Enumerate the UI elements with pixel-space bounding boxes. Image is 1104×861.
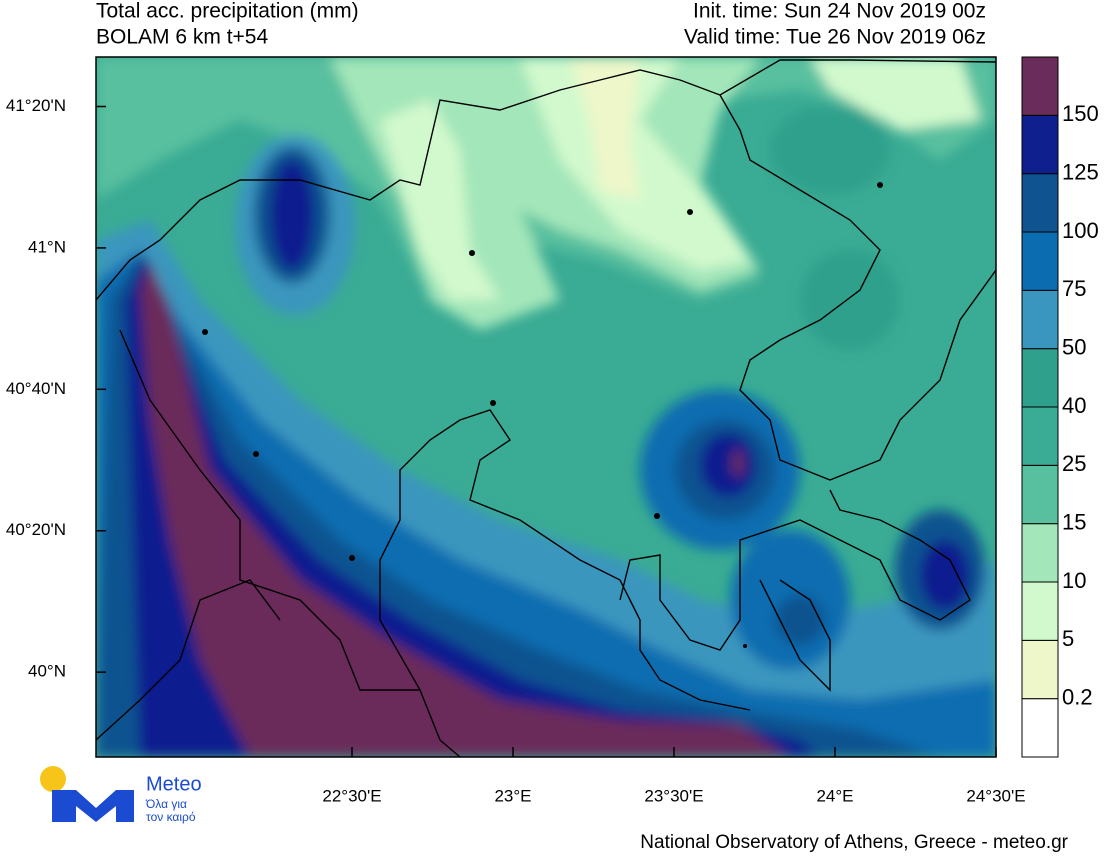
colorbar-box (1021, 173, 1059, 233)
colorbar-box (1021, 114, 1059, 175)
colorbar-label: 50 (1062, 334, 1086, 359)
colorbar-box (1021, 464, 1059, 525)
model-run: BOLAM 6 km t+54 (96, 26, 268, 49)
title: Total acc. precipitation (mm) (96, 0, 359, 23)
y-tick-label: 41°20'N (6, 96, 66, 115)
y-tick-label: 41°N (28, 237, 66, 256)
colorbar-label: 125 (1062, 159, 1099, 184)
colorbar-box (1021, 231, 1059, 291)
logo-tagline: τον καιρό (146, 810, 196, 824)
colorbar-label: 15 (1062, 509, 1086, 534)
x-tick-label: 22°30'E (322, 786, 381, 805)
colorbar-label: 150 (1062, 101, 1099, 126)
colorbar-box (1021, 289, 1059, 350)
colorbar-label: 5 (1062, 626, 1074, 651)
colorbar-box (1021, 406, 1059, 466)
x-tick-label: 24°30'E (966, 786, 1025, 805)
precipitation-field (96, 57, 996, 757)
footer: National Observatory of Athens, Greece -… (640, 832, 1068, 853)
colorbar-box (1021, 698, 1059, 758)
colorbar-label: 0.2 (1062, 684, 1093, 709)
colorbar-label: 100 (1062, 218, 1099, 243)
colorbar-box (1021, 639, 1059, 700)
colorbar-label: 40 (1062, 393, 1086, 418)
colorbar-label: 25 (1062, 451, 1086, 476)
logo-name: Meteo (146, 773, 202, 795)
y-tick-label: 40°N (28, 662, 66, 681)
colorbar-label: 10 (1062, 568, 1086, 593)
y-tick-label: 40°40'N (6, 379, 66, 398)
colorbar-box (1021, 581, 1059, 641)
x-tick-label: 23°E (494, 786, 531, 805)
init-time: Init. time: Sun 24 Nov 2019 00z (693, 0, 986, 23)
valid-time: Valid time: Tue 26 Nov 2019 06z (684, 26, 986, 49)
x-tick-label: 24°E (816, 786, 853, 805)
map-frame (95, 56, 997, 758)
colorbar-box (1021, 56, 1059, 116)
x-tick-label: 23°30'E (644, 786, 703, 805)
colorbar-box (1021, 523, 1059, 583)
colorbar: 0.2 5 10 15 25 40 50 75 100 125 150 (1021, 56, 1099, 758)
map-axes: 22°30'E 23°E 23°30'E 24°E 24°30'E 40°N 40°20'N… (6, 96, 1026, 805)
logo-tagline: Όλα για (145, 797, 187, 811)
colorbar-label: 75 (1062, 276, 1086, 301)
logo: Meteo Όλα για τον καιρό (40, 766, 202, 824)
coastlines-borders (96, 59, 996, 757)
cities (202, 182, 883, 648)
colorbar-box (1021, 348, 1059, 408)
y-tick-label: 40°20'N (6, 520, 66, 539)
